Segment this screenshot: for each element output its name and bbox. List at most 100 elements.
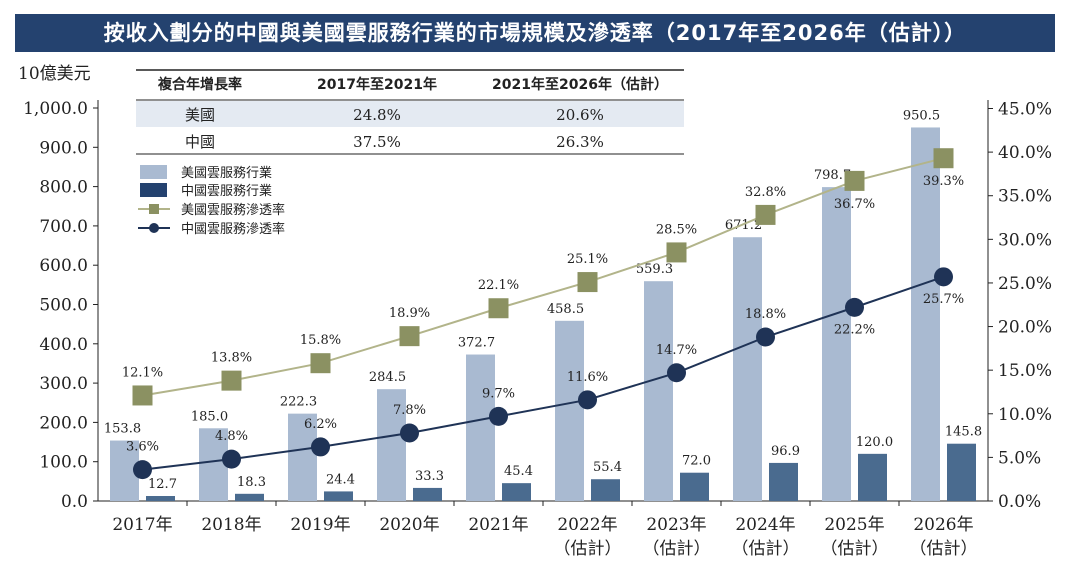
us-penetration-marker — [577, 272, 598, 293]
us-revenue-bar — [288, 413, 317, 501]
cn-revenue-bar — [769, 462, 798, 501]
us-penetration-label: 36.7% — [834, 197, 875, 212]
cn-penetration-marker — [311, 437, 330, 457]
us-penetration-label: 18.9% — [389, 306, 430, 321]
us-penetration-marker — [666, 242, 687, 263]
cn-revenue-bar — [502, 483, 531, 501]
cn-penetration-marker — [133, 460, 152, 480]
us-revenue-label: 185.0 — [191, 409, 228, 424]
cn-revenue-bar — [858, 453, 887, 501]
cn-penetration-label: 14.7% — [656, 343, 697, 358]
cn-revenue-bar — [324, 491, 353, 501]
us-revenue-bar — [733, 237, 762, 502]
x-tick-label: （估計） — [643, 539, 711, 559]
us-revenue-bar — [555, 320, 584, 501]
cn-revenue-label: 120.0 — [856, 435, 893, 450]
left-tick-label: 600.0 — [39, 256, 88, 276]
us-penetration-label: 25.1% — [567, 252, 608, 267]
left-tick-label: 800.0 — [39, 178, 88, 198]
right-tick-label: 15.0% — [998, 361, 1052, 381]
us-revenue-bar — [199, 428, 228, 501]
table-cell: 37.5% — [353, 133, 401, 151]
right-tick-label: 45.0% — [998, 100, 1052, 120]
legend-label: 中國雲服務行業 — [181, 183, 272, 199]
left-tick-label: 100.0 — [39, 453, 88, 473]
left-tick-label: 300.0 — [39, 374, 88, 394]
x-tick-label: 2021年 — [468, 515, 528, 535]
cn-penetration-marker — [756, 327, 775, 347]
cn-revenue-label: 145.8 — [945, 425, 982, 440]
left-tick-label: 400.0 — [39, 335, 88, 355]
us-revenue-label: 458.5 — [547, 302, 584, 317]
cn-revenue-bar — [591, 479, 620, 501]
cn-revenue-label: 55.4 — [593, 460, 622, 475]
cn-penetration-label: 6.2% — [304, 417, 337, 432]
legend-label: 中國雲服務滲透率 — [181, 221, 285, 237]
cn-revenue-bar — [680, 472, 709, 501]
x-tick-label: 2024年 — [735, 515, 795, 535]
table-cell: 20.6% — [556, 106, 604, 124]
us-penetration-marker — [933, 148, 954, 169]
us-revenue-bar — [822, 187, 851, 501]
cn-penetration-label: 18.8% — [745, 307, 786, 322]
us-revenue-label: 153.8 — [104, 422, 141, 437]
cn-revenue-label: 18.3 — [237, 475, 266, 490]
table-cell: 24.8% — [353, 106, 401, 124]
us-penetration-label: 15.8% — [300, 333, 341, 348]
right-tick-label: 0.0% — [998, 492, 1041, 512]
cn-penetration-label: 25.7% — [923, 292, 964, 307]
x-tick-label: 2017年 — [112, 515, 172, 535]
us-penetration-label: 39.3% — [923, 174, 964, 189]
table-header: 2017年至2021年 — [317, 76, 437, 93]
cn-penetration-marker — [934, 267, 953, 287]
us-penetration-label: 28.5% — [656, 222, 697, 237]
right-tick-label: 10.0% — [998, 405, 1052, 425]
x-tick-label: （估計） — [554, 539, 622, 559]
cn-penetration-marker — [578, 390, 597, 410]
us-revenue-bar — [466, 354, 495, 501]
us-penetration-marker — [132, 385, 153, 406]
us-penetration-marker — [755, 204, 776, 225]
x-tick-label: 2022年 — [557, 515, 617, 535]
us-revenue-label: 950.5 — [903, 108, 940, 123]
legend-label: 美國雲服務滲透率 — [181, 202, 285, 218]
left-tick-label: 900.0 — [39, 138, 88, 158]
cn-penetration-label: 7.8% — [393, 403, 426, 418]
right-tick-label: 40.0% — [998, 143, 1052, 163]
legend-swatch-cn-bar — [140, 183, 167, 197]
us-penetration-marker — [310, 353, 331, 374]
table-header: 2021年至2026年（估計） — [492, 76, 668, 93]
cn-penetration-marker — [667, 363, 686, 383]
right-tick-label: 20.0% — [998, 318, 1052, 338]
x-tick-label: 2023年 — [646, 515, 706, 535]
cn-revenue-label: 24.4 — [326, 472, 355, 487]
table-cell: 中國 — [185, 133, 215, 151]
cn-penetration-marker — [845, 297, 864, 317]
x-tick-label: 2018年 — [201, 515, 261, 535]
cn-revenue-bar — [947, 443, 976, 501]
cn-revenue-label: 45.4 — [504, 464, 533, 479]
cn-penetration-label: 22.2% — [834, 322, 875, 337]
us-penetration-marker — [844, 170, 865, 191]
cn-penetration-marker — [489, 406, 508, 426]
x-tick-label: 2020年 — [379, 515, 439, 535]
cn-revenue-label: 96.9 — [771, 444, 800, 459]
right-tick-label: 5.0% — [998, 448, 1041, 468]
right-tick-label: 25.0% — [998, 274, 1052, 294]
us-revenue-bar — [911, 127, 940, 502]
us-revenue-label: 284.5 — [369, 370, 406, 385]
cn-penetration-marker — [400, 423, 419, 443]
left-tick-label: 0.0 — [61, 492, 88, 512]
left-tick-label: 500.0 — [39, 296, 88, 316]
us-penetration-line — [142, 157, 944, 397]
left-tick-label: 700.0 — [39, 217, 88, 237]
cn-penetration-label: 4.8% — [215, 429, 248, 444]
x-tick-label: （估計） — [821, 539, 889, 559]
us-penetration-label: 13.8% — [211, 351, 252, 366]
table-cell: 26.3% — [556, 133, 604, 151]
x-tick-label: 2026年 — [913, 515, 973, 535]
us-revenue-bar — [377, 389, 406, 501]
us-revenue-label: 671.2 — [725, 218, 762, 233]
cn-penetration-label: 9.7% — [482, 386, 515, 401]
